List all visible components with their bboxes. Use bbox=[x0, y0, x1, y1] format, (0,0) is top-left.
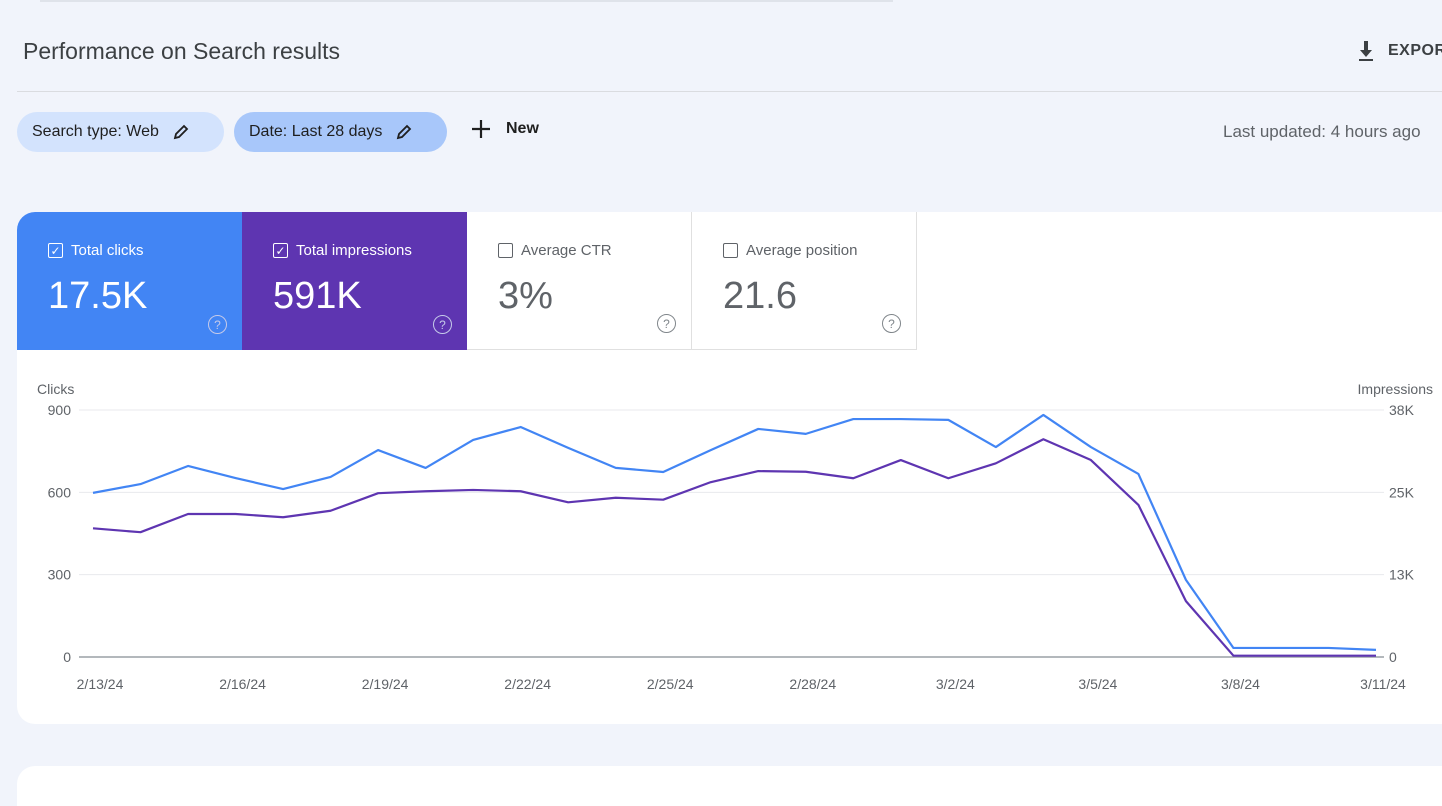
date-filter-chip[interactable]: Date: Last 28 days bbox=[234, 112, 447, 152]
x-tick-label: 2/22/24 bbox=[504, 676, 551, 692]
export-label: EXPORT bbox=[1388, 42, 1442, 60]
x-tick-label: 3/11/24 bbox=[1360, 676, 1406, 692]
series-line-clicks[interactable] bbox=[93, 415, 1376, 650]
x-tick-label: 3/5/24 bbox=[1078, 676, 1117, 692]
new-label: New bbox=[506, 120, 539, 138]
export-button[interactable]: EXPORT bbox=[1356, 40, 1442, 62]
plus-icon bbox=[470, 118, 492, 140]
pencil-icon bbox=[173, 124, 189, 140]
right-tick-label: 0 bbox=[1389, 649, 1397, 665]
left-tick-label: 300 bbox=[48, 567, 72, 583]
next-panel bbox=[17, 766, 1442, 806]
pencil-icon bbox=[396, 124, 412, 140]
x-tick-label: 2/19/24 bbox=[362, 676, 409, 692]
left-tick-label: 0 bbox=[63, 649, 71, 665]
x-tick-label: 2/16/24 bbox=[219, 676, 266, 692]
right-tick-label: 13K bbox=[1389, 567, 1415, 583]
date-label: Date: Last 28 days bbox=[249, 123, 382, 141]
left-axis-label: Clicks bbox=[37, 381, 74, 397]
last-updated-text: Last updated: 4 hours ago bbox=[1223, 122, 1421, 142]
left-tick-label: 900 bbox=[48, 402, 72, 418]
right-axis-label: Impressions bbox=[1358, 381, 1433, 397]
header-divider bbox=[17, 91, 1442, 92]
x-tick-label: 2/28/24 bbox=[789, 676, 836, 692]
x-tick-label: 3/8/24 bbox=[1221, 676, 1260, 692]
x-tick-label: 2/25/24 bbox=[647, 676, 694, 692]
series-line-impressions[interactable] bbox=[93, 439, 1376, 655]
download-icon bbox=[1356, 40, 1376, 62]
page-title: Performance on Search results bbox=[23, 38, 340, 65]
search-type-label: Search type: Web bbox=[32, 123, 159, 141]
performance-chart[interactable]: Clicks Impressions 0 0 300 13K 600 25K 900 38K 2… bbox=[17, 212, 1442, 724]
x-tick-label: 3/2/24 bbox=[936, 676, 975, 692]
performance-panel: ✓Total clicks 17.5K ? ✓Total impressions… bbox=[17, 212, 1442, 724]
new-filter-button[interactable]: New bbox=[470, 118, 539, 140]
search-type-filter-chip[interactable]: Search type: Web bbox=[17, 112, 224, 152]
top-divider bbox=[40, 0, 893, 2]
right-tick-label: 25K bbox=[1389, 484, 1415, 500]
right-tick-label: 38K bbox=[1389, 402, 1415, 418]
x-tick-label: 2/13/24 bbox=[77, 676, 124, 692]
left-tick-label: 600 bbox=[48, 484, 72, 500]
